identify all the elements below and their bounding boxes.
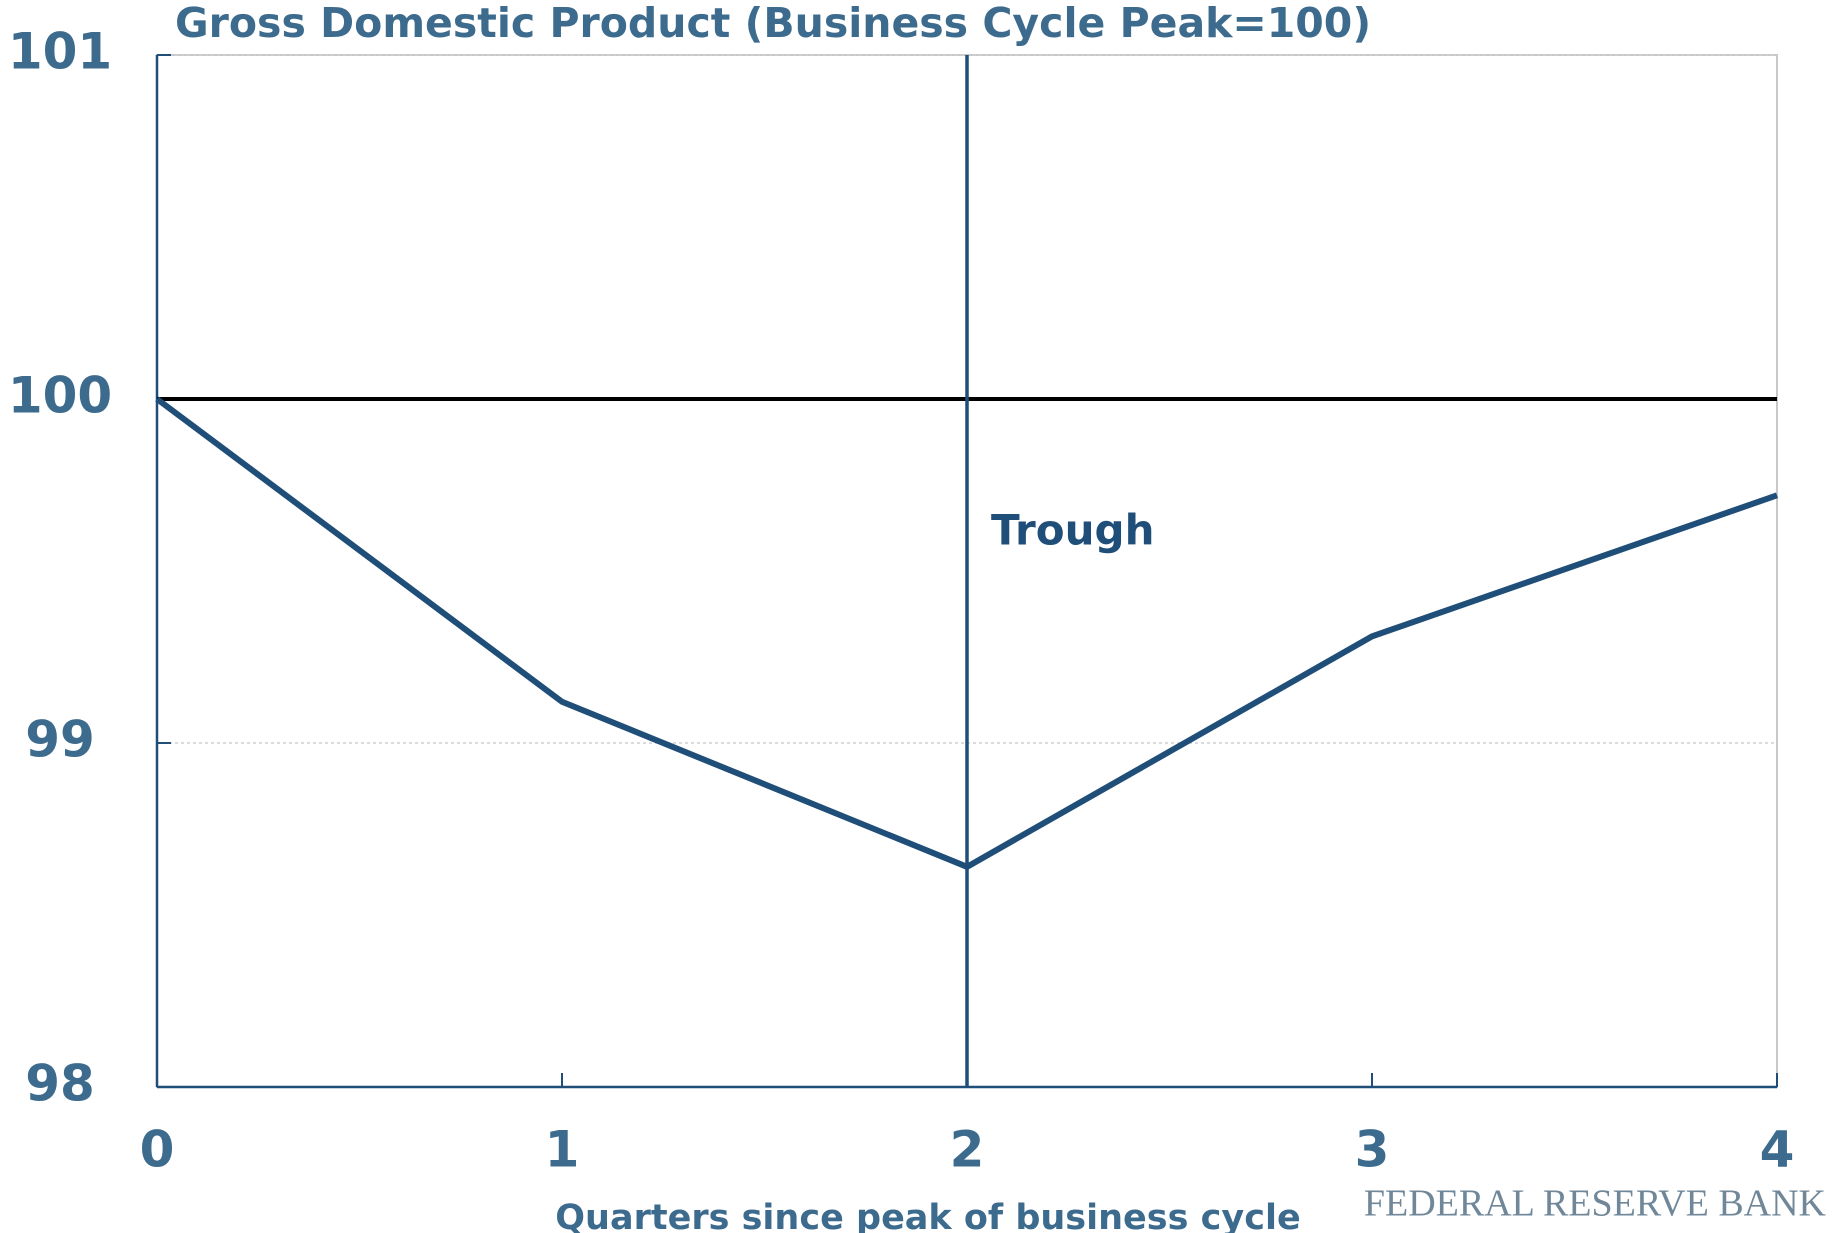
annotation: Trough <box>991 506 1154 555</box>
y-tick-label: 100 <box>8 367 112 425</box>
y-tick-label: 99 <box>25 711 95 769</box>
y-tick-label: 101 <box>8 23 112 81</box>
y-tick-label: 98 <box>25 1055 95 1113</box>
x-tick-label: 0 <box>140 1121 175 1179</box>
data-line <box>155 396 1778 870</box>
x-axis-label: Quarters since peak of business cycle <box>555 1198 1300 1233</box>
x-tick-label: 3 <box>1355 1121 1390 1179</box>
source: FEDERAL RESERVE BANK <box>1364 1183 1827 1225</box>
x-tick-label: 4 <box>1760 1121 1795 1179</box>
x-tick-label: 1 <box>545 1121 580 1179</box>
x-tick-label: 2 <box>950 1121 985 1179</box>
chart-title: Gross Domestic Product (Business Cycle P… <box>175 0 1371 47</box>
